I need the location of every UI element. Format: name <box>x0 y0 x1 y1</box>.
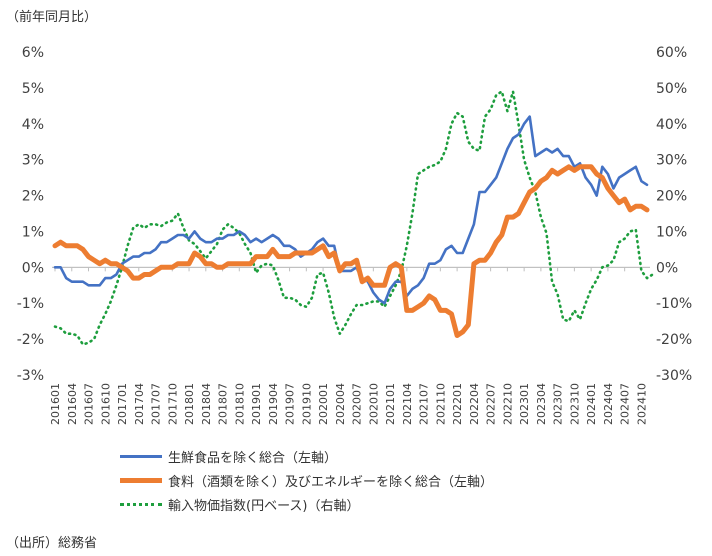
left-tick-label: -2% <box>17 332 44 348</box>
legend-swatch-core-core-cpi <box>120 477 162 483</box>
unit-label: （前年同月比） <box>6 10 98 25</box>
legend-swatch-core-cpi <box>120 454 162 458</box>
series-layer <box>52 90 654 346</box>
left-tick-label: 4% <box>22 117 44 133</box>
series-core-cpi <box>53 115 649 305</box>
x-tick-label: 202101 <box>384 383 397 425</box>
x-tick-label: 202201 <box>451 383 464 425</box>
x-tick-label: 201607 <box>83 383 96 425</box>
x-tick-label: 202104 <box>401 383 414 425</box>
series-import-price <box>53 90 654 346</box>
x-tick-label: 201704 <box>133 383 146 425</box>
x-tick-label: 201810 <box>233 383 246 425</box>
left-tick-label: 6% <box>22 45 44 61</box>
right-y-axis: -30% -20% -10% 0% 10% 20% 30% 40% 50% 60% <box>656 45 692 384</box>
right-tick-label: 0% <box>656 260 678 276</box>
x-tick-label: 202410 <box>635 383 648 425</box>
legend-label-import-price: 輸入物価指数(円ベース)（右軸） <box>168 498 360 514</box>
x-tick-label: 202310 <box>568 383 581 425</box>
x-tick-label: 201804 <box>200 383 213 425</box>
x-tick-label: 202204 <box>468 383 481 425</box>
x-tick-label: 202307 <box>552 383 565 425</box>
x-tick-label: 202210 <box>501 383 514 425</box>
x-tick-label: 201901 <box>250 383 263 425</box>
x-tick-label: 202404 <box>602 383 615 425</box>
right-tick-label: -30% <box>656 368 692 384</box>
left-tick-label: 2% <box>22 189 44 205</box>
left-tick-label: 5% <box>22 81 44 97</box>
left-y-axis: -3% -2% -1% 0% 1% 2% 3% 4% 5% 6% <box>17 45 44 384</box>
right-tick-label: 30% <box>656 153 687 169</box>
x-tick-label: 201604 <box>66 383 79 425</box>
left-tick-label: -3% <box>17 368 44 384</box>
x-tick-label: 201807 <box>217 383 230 425</box>
right-tick-label: 60% <box>656 45 687 61</box>
right-tick-label: 10% <box>656 224 687 240</box>
legend-item-core-core-cpi: 食料（酒類を除く）及びエネルギーを除く総合（左軸） <box>120 468 493 492</box>
line-chart: -3% -2% -1% 0% 1% 2% 3% 4% 5% 6% -30% -20% -10% 0% 10… <box>17 45 692 425</box>
x-tick-label: 202207 <box>485 383 498 425</box>
x-tick-label: 202007 <box>351 383 364 425</box>
legend-item-core-cpi: 生鮮食品を除く総合（左軸） <box>120 444 493 468</box>
source-note: （出所）総務省 <box>6 536 98 551</box>
left-tick-label: 1% <box>22 224 44 240</box>
chart-gridlines <box>52 51 650 376</box>
left-tick-label: -1% <box>17 296 44 312</box>
x-tick-label: 202004 <box>334 383 347 425</box>
legend-label-core-core-cpi: 食料（酒類を除く）及びエネルギーを除く総合（左軸） <box>168 474 494 490</box>
x-tick-label: 202301 <box>518 383 531 425</box>
x-tick-label: 201610 <box>99 383 112 425</box>
left-tick-label: 0% <box>22 260 44 276</box>
left-tick-label: 3% <box>22 153 44 169</box>
x-tick-label: 201601 <box>49 383 62 425</box>
x-tick-label: 202107 <box>418 383 431 425</box>
series-core-core-cpi <box>52 164 650 338</box>
right-tick-label: 40% <box>656 117 687 133</box>
right-tick-label: 20% <box>656 189 687 205</box>
right-tick-label: -20% <box>656 332 692 348</box>
x-tick-label: 202304 <box>535 383 548 425</box>
x-tick-label: 201707 <box>150 383 163 425</box>
legend-item-import-price: 輸入物価指数(円ベース)（右軸） <box>120 492 493 516</box>
x-axis: 201601 201604 201607 201610 201701 201704 2017… <box>49 267 648 425</box>
right-tick-label: -10% <box>656 296 692 312</box>
x-tick-label: 201910 <box>300 383 313 425</box>
x-tick-label: 201904 <box>267 383 280 425</box>
x-tick-label: 202001 <box>317 383 330 425</box>
legend-label-core-cpi: 生鮮食品を除く総合（左軸） <box>168 450 338 466</box>
chart-legend: 生鮮食品を除く総合（左軸） 食料（酒類を除く）及びエネルギーを除く総合（左軸） … <box>120 444 493 516</box>
x-tick-label: 201907 <box>284 383 297 425</box>
x-tick-label: 201801 <box>183 383 196 425</box>
x-tick-label: 201710 <box>166 383 179 425</box>
x-tick-label: 202407 <box>619 383 632 425</box>
x-tick-label: 202110 <box>434 383 447 425</box>
right-tick-label: 50% <box>656 81 687 97</box>
x-tick-label: 202010 <box>367 383 380 425</box>
x-tick-label: 201701 <box>116 383 129 425</box>
legend-swatch-import-price <box>120 502 162 506</box>
x-tick-label: 202401 <box>585 383 598 425</box>
